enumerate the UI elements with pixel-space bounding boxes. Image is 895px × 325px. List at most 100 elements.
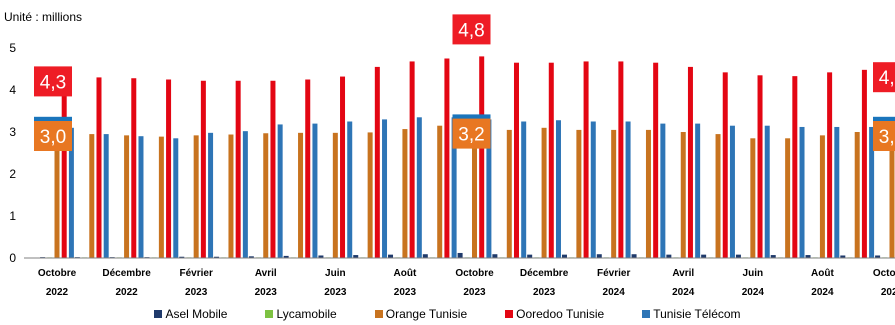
bar-asel-mobile <box>214 256 220 258</box>
bar-asel-mobile <box>701 254 707 258</box>
bar-ooredoo-tunisie <box>722 72 728 258</box>
x-tick-label: Juin <box>743 268 764 279</box>
bar-ooredoo-tunisie <box>270 80 276 258</box>
x-tick-label: 2023 <box>533 287 556 298</box>
x-tick-label: 2023 <box>463 287 486 298</box>
x-tick-label: 2024 <box>881 287 895 298</box>
data-label-box <box>34 66 72 97</box>
bar-orange-tunisie <box>54 132 60 258</box>
bar-tunisie-telecom <box>382 119 388 259</box>
bar-ooredoo-tunisie <box>548 62 554 259</box>
bar-ooredoo-tunisie <box>409 61 415 258</box>
bar-tunisie-telecom <box>729 125 735 258</box>
legend-label: Asel Mobile <box>165 307 228 321</box>
bar-asel-mobile <box>318 255 324 258</box>
bar-tunisie-telecom <box>103 134 109 258</box>
bar-asel-mobile <box>770 255 776 258</box>
bar-tunisie-telecom <box>451 117 457 258</box>
bar-ooredoo-tunisie <box>305 79 311 258</box>
bar-orange-tunisie <box>158 136 164 258</box>
bar-tunisie-telecom <box>277 124 283 258</box>
x-tick-label: Avril <box>672 268 694 279</box>
bar-tunisie-telecom <box>695 123 701 258</box>
legend-swatch <box>265 310 274 318</box>
x-tick-label: Juin <box>325 268 346 279</box>
bar-orange-tunisie <box>332 132 338 258</box>
bar-tunisie-telecom <box>208 132 214 258</box>
legend-item-tunisie-telecom: Tunisie Télécom <box>642 305 741 323</box>
bar-asel-mobile <box>248 256 254 258</box>
data-label-box <box>34 121 72 151</box>
bar-asel-mobile <box>457 252 463 258</box>
bar-ooredoo-tunisie <box>618 61 624 258</box>
bar-orange-tunisie <box>541 127 547 258</box>
legend-item-orange-tunisie: Orange Tunisie <box>374 305 468 323</box>
bar-ooredoo-tunisie <box>61 77 67 259</box>
legend-swatch <box>505 310 514 318</box>
bar-tunisie-telecom <box>138 136 144 258</box>
x-tick-label: Février <box>179 268 212 279</box>
legend-label: Lycamobile <box>276 307 337 321</box>
bar-asel-mobile <box>283 255 289 258</box>
bar-ooredoo-tunisie <box>513 62 519 259</box>
legend-label: Tunisie Télécom <box>653 307 741 321</box>
bar-orange-tunisie <box>645 129 651 258</box>
x-tick-label: 2022 <box>115 287 138 298</box>
bar-orange-tunisie <box>437 125 443 258</box>
bar-tunisie-telecom <box>521 121 527 258</box>
x-tick-label: 2023 <box>255 287 278 298</box>
bar-ooredoo-tunisie <box>374 66 380 259</box>
bar-ooredoo-tunisie <box>653 62 659 259</box>
bar-ooredoo-tunisie <box>131 78 137 259</box>
bar-tunisie-telecom <box>625 121 631 258</box>
bar-ooredoo-tunisie <box>583 61 589 258</box>
x-tick-label: 2024 <box>603 287 626 298</box>
legend-item-ooredoo-tunisie: Ooredoo Tunisie <box>505 305 604 323</box>
data-label-box <box>873 121 895 151</box>
bar-orange-tunisie <box>819 135 825 258</box>
legend-swatch <box>374 310 383 318</box>
bar-orange-tunisie <box>785 138 791 258</box>
bar-orange-tunisie <box>854 132 860 258</box>
bar-orange-tunisie <box>889 132 895 258</box>
bar-tunisie-telecom <box>347 121 353 258</box>
bar-asel-mobile <box>875 255 881 258</box>
bar-ooredoo-tunisie <box>827 72 833 258</box>
x-tick-label: 2023 <box>324 287 347 298</box>
bar-orange-tunisie <box>472 123 477 258</box>
x-tick-label: 2022 <box>46 287 69 298</box>
bar-orange-tunisie <box>506 129 512 258</box>
legend-item-asel-mobile: Asel Mobile <box>154 305 227 323</box>
bar-orange-tunisie <box>715 134 721 258</box>
x-tick-label: 2024 <box>672 287 695 298</box>
bar-ooredoo-tunisie <box>792 76 798 258</box>
bar-orange-tunisie <box>367 132 373 258</box>
bar-ooredoo-tunisie <box>96 77 102 259</box>
data-label: 4,8 <box>458 20 484 41</box>
legend-label: Orange Tunisie <box>385 307 468 321</box>
x-tick-label: Août <box>811 268 834 279</box>
bar-orange-tunisie <box>750 138 756 258</box>
x-tick-label: Octobre <box>873 268 895 279</box>
bar-asel-mobile <box>422 254 428 258</box>
bar-orange-tunisie <box>611 129 617 258</box>
bar-ooredoo-tunisie <box>861 69 867 258</box>
bar-asel-mobile <box>179 256 185 258</box>
bar-asel-mobile <box>666 254 672 258</box>
data-label: 3,0 <box>879 127 895 148</box>
x-tick-label: Octobre <box>38 268 77 279</box>
bar-orange-tunisie <box>576 129 582 258</box>
y-tick-label: 5 <box>9 41 16 55</box>
y-tick-label: 4 <box>9 83 16 97</box>
x-tick-label: Octobre <box>455 268 494 279</box>
legend-label: Ooredoo Tunisie <box>516 307 605 321</box>
bar-ooredoo-tunisie <box>235 80 241 258</box>
bar-tunisie-telecom <box>590 121 596 258</box>
bar-tunisie-telecom <box>312 123 318 258</box>
bar-tunisie-telecom <box>173 138 179 258</box>
bar-tunisie-telecom <box>555 120 561 259</box>
legend-swatch <box>154 310 163 318</box>
data-label-box <box>452 118 491 149</box>
chart-legend: Asel Mobile Lycamobile Orange Tunisie Oored… <box>0 305 895 323</box>
